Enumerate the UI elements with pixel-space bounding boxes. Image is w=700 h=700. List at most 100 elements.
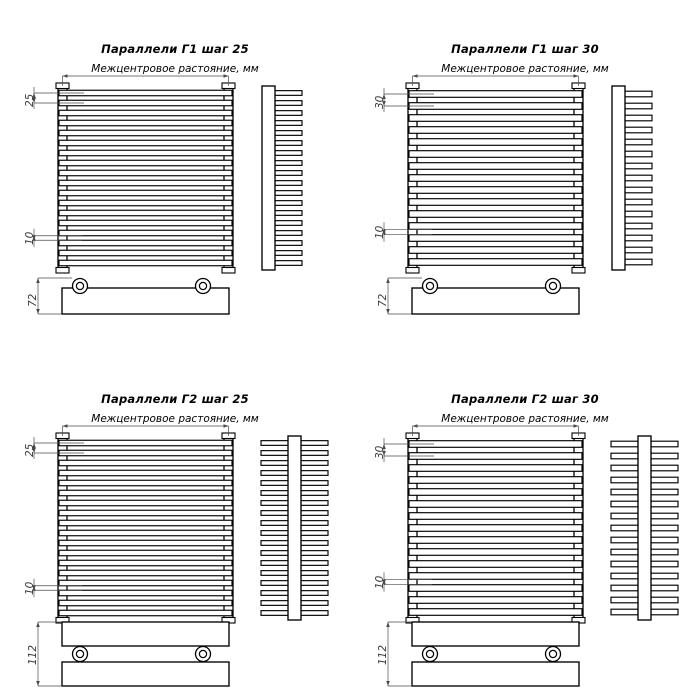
tube	[408, 560, 583, 568]
side-fin-left	[610, 608, 640, 616]
tube	[408, 572, 583, 580]
side-spine	[611, 85, 626, 271]
center-distance-arrow-right	[223, 74, 229, 78]
side-fin-left	[260, 610, 290, 616]
tube	[58, 239, 233, 247]
side-fin-right	[649, 524, 679, 532]
panel-drawing	[32, 74, 303, 315]
pitch-dimension-label: 25	[24, 443, 36, 457]
side-fin-left	[260, 530, 290, 536]
side-fin-right	[623, 90, 653, 98]
side-fin-right	[273, 160, 303, 166]
tube	[408, 138, 583, 146]
side-fin-right	[649, 452, 679, 460]
tube	[58, 469, 233, 477]
side-fin-right	[273, 150, 303, 156]
pitch-arrow-up	[382, 444, 386, 449]
panel-subtitle: Межцентровое растояние, мм	[441, 413, 609, 425]
side-fin-right	[649, 548, 679, 556]
side-fin-right	[649, 488, 679, 496]
side-spine	[261, 85, 276, 271]
side-fin-right	[649, 476, 679, 484]
side-fin-right	[623, 210, 653, 218]
plan-connector-inner	[548, 281, 558, 291]
gap-arrow-down	[382, 579, 386, 585]
gap-dimension-label: 10	[24, 231, 36, 245]
tube	[58, 89, 233, 97]
tube	[58, 129, 233, 137]
tube	[58, 499, 233, 507]
center-distance-arrow-left	[412, 424, 418, 428]
side-fin-left	[610, 476, 640, 484]
center-distance-arrow-left	[62, 424, 68, 428]
rail-cap-bottom-left	[55, 266, 70, 274]
side-fin-right	[299, 530, 329, 536]
side-fin-right	[273, 170, 303, 176]
side-fin-right	[273, 180, 303, 186]
side-fin-right	[623, 246, 653, 254]
tube	[58, 589, 233, 597]
tube	[58, 99, 233, 107]
tube	[408, 126, 583, 134]
center-distance-arrow-left	[62, 74, 68, 78]
tube	[408, 186, 583, 194]
panel-drawing	[382, 424, 679, 687]
tube	[408, 608, 583, 616]
tube	[408, 114, 583, 122]
tube	[58, 559, 233, 567]
side-fin-right	[299, 590, 329, 596]
radiator-panel-g1-step25: Параллели Г1 шаг 25 Межцентровое растояни…	[0, 0, 350, 350]
depth-arrow-up	[36, 622, 40, 627]
tube	[58, 449, 233, 457]
depth-dimension-label: 72	[27, 293, 39, 307]
side-fin-left	[610, 440, 640, 448]
side-fin-right	[273, 190, 303, 196]
side-fin-right	[623, 126, 653, 134]
tube	[58, 259, 233, 267]
side-fin-left	[610, 452, 640, 460]
panel-subtitle: Межцентровое растояние, мм	[91, 63, 259, 75]
side-fin-left	[260, 590, 290, 596]
pitch-arrow-down	[32, 448, 36, 453]
side-fin-left	[260, 600, 290, 606]
side-fin-right	[623, 114, 653, 122]
tube	[408, 174, 583, 182]
side-fin-right	[299, 520, 329, 526]
tube	[58, 569, 233, 577]
center-distance-arrow-right	[223, 424, 229, 428]
side-fin-right	[649, 560, 679, 568]
side-fin-left	[260, 570, 290, 576]
side-fin-right	[299, 540, 329, 546]
side-fin-right	[649, 464, 679, 472]
tube	[58, 439, 233, 447]
gap-arrow-down	[32, 585, 36, 591]
tube	[408, 524, 583, 532]
panel-title: Параллели Г2 шаг 30	[451, 392, 599, 406]
side-fin-right	[623, 138, 653, 146]
plan-body-front	[411, 621, 580, 647]
tube	[58, 189, 233, 197]
plan-body-rear	[411, 661, 580, 687]
tube	[408, 512, 583, 520]
pitch-arrow-down	[382, 101, 386, 106]
side-fin-left	[610, 464, 640, 472]
side-fin-left	[610, 572, 640, 580]
side-fin-right	[649, 596, 679, 604]
tube	[408, 476, 583, 484]
tube	[408, 500, 583, 508]
gap-dimension-label: 10	[374, 225, 386, 239]
side-fin-right	[273, 140, 303, 146]
side-fin-right	[299, 470, 329, 476]
tube	[58, 249, 233, 257]
side-fin-right	[649, 584, 679, 592]
pitch-dimension-label: 30	[374, 95, 386, 109]
tube	[408, 102, 583, 110]
tube	[408, 198, 583, 206]
tube	[408, 584, 583, 592]
side-fin-right	[299, 610, 329, 616]
rail-cap-bottom-right	[221, 266, 236, 274]
side-fin-right	[273, 260, 303, 266]
tube	[408, 150, 583, 158]
tube	[408, 464, 583, 472]
